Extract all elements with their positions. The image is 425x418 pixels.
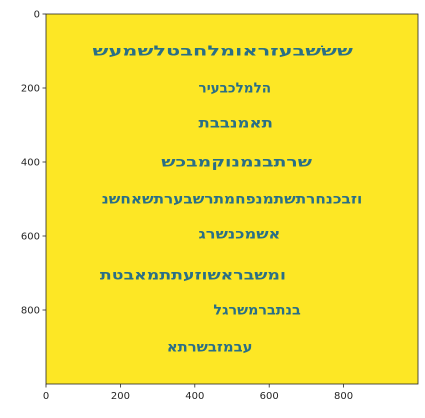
inscription-image: [46, 14, 418, 384]
y-tick-label: 200: [21, 84, 40, 95]
x-tick-label: 200: [111, 391, 130, 402]
inscription-line: הלמלכבעיר: [199, 81, 272, 97]
x-tick-label: 800: [334, 391, 353, 402]
inscription-line: תאמנבבת: [199, 116, 273, 132]
x-tick-label: 400: [185, 391, 204, 402]
inscription-text-layer: שששׁבעזראומלחבטלשמעש הלמלכבעיר תאמנבבת שרתב…: [93, 44, 363, 356]
inscription-line: בנתברמשרגל: [213, 303, 300, 319]
inscription-line: שרתבנמנוקמבכש: [161, 155, 312, 171]
x-axis: 0 200 400 600 800: [43, 384, 353, 402]
y-tick-label: 0: [34, 10, 40, 21]
axes-frame: [45, 13, 419, 385]
y-tick-label: 400: [21, 158, 40, 169]
y-tick-label: 800: [21, 306, 40, 317]
inscription-line: ומשבראשוזעתתמאבטת: [100, 267, 286, 283]
x-tick-label: 0: [43, 391, 49, 402]
x-tick-label: 600: [260, 391, 279, 402]
inscription-line: עבמזבשרתא: [167, 340, 253, 356]
y-tick-label: 600: [21, 232, 40, 243]
inscription-line: שששׁבעזראומלחבטלשמעש: [93, 44, 354, 60]
inscription-line: אשמכנשרג: [199, 227, 281, 243]
inscription-line: וזבכנחרתשתמנפחמתרשבערתשאחשנ: [102, 192, 362, 208]
y-axis: 0 200 400 600 800: [21, 10, 46, 317]
